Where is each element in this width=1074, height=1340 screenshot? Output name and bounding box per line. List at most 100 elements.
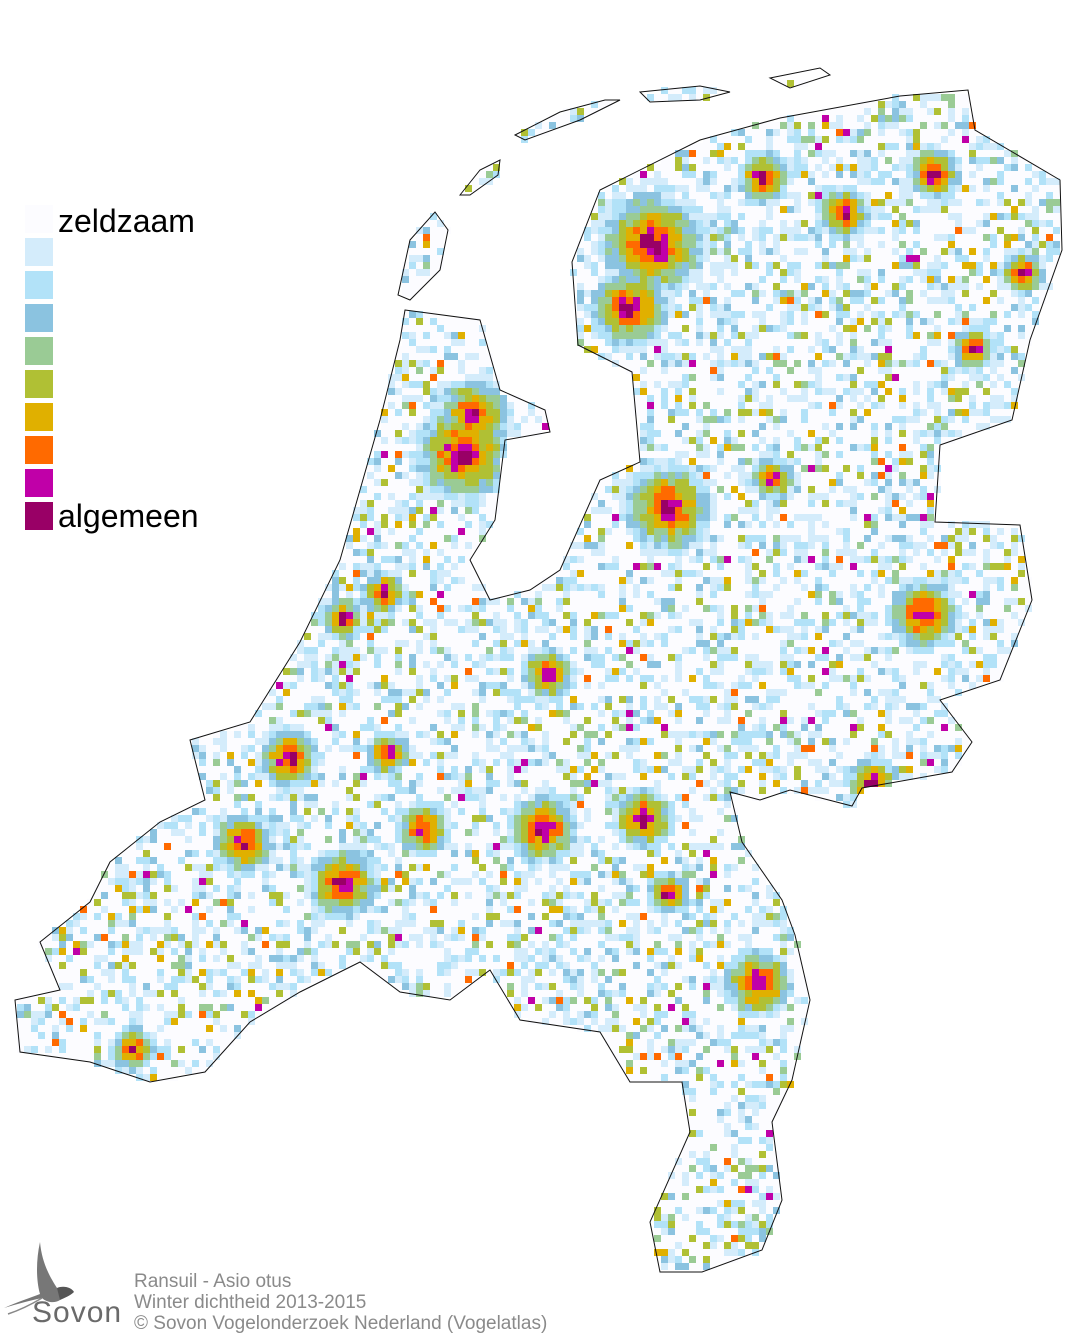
grid-cell xyxy=(437,248,444,255)
grid-cell xyxy=(871,381,878,388)
grid-cell xyxy=(577,549,584,556)
grid-cell xyxy=(850,283,857,290)
grid-cell xyxy=(731,220,738,227)
grid-cell xyxy=(654,570,661,577)
grid-cell xyxy=(717,409,724,416)
grid-cell xyxy=(661,353,668,360)
grid-cell xyxy=(976,206,983,213)
grid-cell xyxy=(871,374,878,381)
grid-cell xyxy=(808,150,815,157)
grid-cell xyxy=(871,395,878,402)
grid-cell xyxy=(752,122,759,129)
grid-cell xyxy=(822,458,829,465)
grid-cell xyxy=(913,570,920,577)
grid-cell xyxy=(843,297,850,304)
grid-cell xyxy=(605,493,612,500)
grid-cell xyxy=(1025,591,1032,598)
grid-cell xyxy=(906,304,913,311)
grid-cell xyxy=(927,339,934,346)
grid-cell xyxy=(941,101,948,108)
grid-cell xyxy=(745,269,752,276)
grid-cell xyxy=(808,451,815,458)
grid-cell xyxy=(871,157,878,164)
grid-cell xyxy=(479,514,486,521)
grid-cell xyxy=(997,234,1004,241)
grid-cell xyxy=(815,486,822,493)
grid-cell xyxy=(843,458,850,465)
grid-cell xyxy=(885,269,892,276)
grid-cell xyxy=(640,185,647,192)
grid-cell xyxy=(647,563,654,570)
grid-cell xyxy=(759,479,766,486)
grid-cell xyxy=(619,514,626,521)
grid-cell xyxy=(472,486,479,493)
grid-cell xyxy=(430,556,437,563)
grid-cell xyxy=(521,409,528,416)
grid-cell xyxy=(990,276,997,283)
grid-cell xyxy=(871,514,878,521)
grid-cell xyxy=(752,423,759,430)
grid-cell xyxy=(899,374,906,381)
grid-cell xyxy=(836,556,843,563)
grid-cell xyxy=(955,346,962,353)
grid-cell xyxy=(731,451,738,458)
grid-cell xyxy=(1018,227,1025,234)
grid-cell xyxy=(962,213,969,220)
grid-cell xyxy=(703,395,710,402)
grid-cell xyxy=(892,591,899,598)
grid-cell xyxy=(948,395,955,402)
grid-cell xyxy=(717,213,724,220)
grid-cell xyxy=(633,570,640,577)
grid-cell xyxy=(640,556,647,563)
grid-cell xyxy=(808,472,815,479)
grid-cell xyxy=(402,423,409,430)
grid-cell xyxy=(598,283,605,290)
grid-cell xyxy=(857,325,864,332)
grid-cell xyxy=(794,416,801,423)
grid-cell xyxy=(808,164,815,171)
grid-cell xyxy=(948,129,955,136)
grid-cell xyxy=(808,311,815,318)
grid-cell xyxy=(458,500,465,507)
grid-cell xyxy=(808,136,815,143)
grid-cell xyxy=(724,437,731,444)
grid-cell xyxy=(703,171,710,178)
grid-cell xyxy=(661,87,668,94)
grid-cell xyxy=(430,325,437,332)
grid-cell xyxy=(717,472,724,479)
grid-cell xyxy=(668,185,675,192)
grid-cell xyxy=(332,598,339,605)
grid-cell xyxy=(906,444,913,451)
grid-cell xyxy=(843,549,850,556)
grid-cell xyxy=(668,577,675,584)
grid-cell xyxy=(794,521,801,528)
grid-cell xyxy=(682,500,689,507)
grid-cell xyxy=(696,437,703,444)
grid-cell xyxy=(388,493,395,500)
grid-cell xyxy=(661,570,668,577)
grid-cell xyxy=(1018,556,1025,563)
grid-cell xyxy=(661,304,668,311)
grid-cell xyxy=(444,584,451,591)
grid-cell xyxy=(913,108,920,115)
grid-cell xyxy=(920,409,927,416)
grid-cell xyxy=(871,115,878,122)
grid-cell xyxy=(402,325,409,332)
grid-cell xyxy=(353,591,360,598)
grid-cell xyxy=(962,563,969,570)
grid-cell xyxy=(675,486,682,493)
grid-cell xyxy=(724,318,731,325)
grid-cell xyxy=(1011,542,1018,549)
grid-cell xyxy=(409,332,416,339)
grid-cell xyxy=(661,598,668,605)
grid-cell xyxy=(647,444,654,451)
grid-cell xyxy=(892,521,899,528)
grid-cell xyxy=(731,269,738,276)
grid-cell xyxy=(563,122,570,129)
grid-cell xyxy=(696,87,703,94)
grid-cell xyxy=(402,514,409,521)
grid-cell xyxy=(871,101,878,108)
grid-cell xyxy=(766,500,773,507)
grid-cell xyxy=(766,374,773,381)
grid-cell xyxy=(409,542,416,549)
